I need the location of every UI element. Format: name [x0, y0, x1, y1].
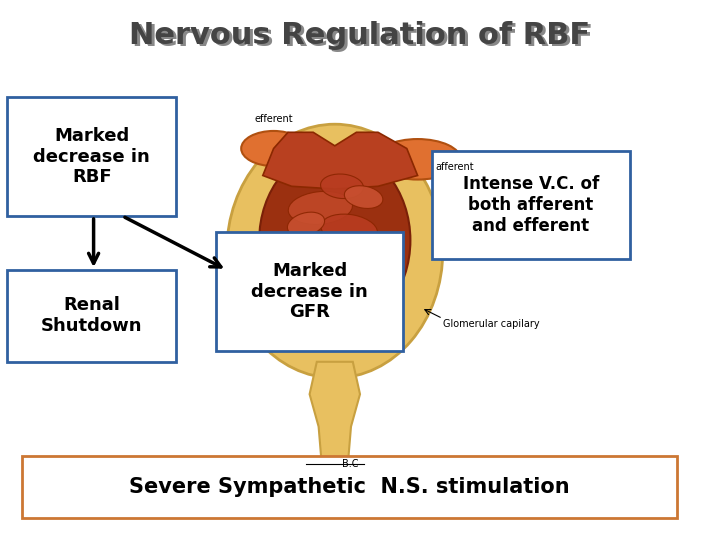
Polygon shape — [310, 362, 360, 470]
FancyBboxPatch shape — [432, 151, 630, 259]
FancyBboxPatch shape — [7, 270, 176, 362]
Text: Intense V.C. of
both afferent
and efferent: Intense V.C. of both afferent and effere… — [463, 176, 599, 235]
Ellipse shape — [297, 286, 343, 314]
Text: Severe Sympathetic  N.S. stimulation: Severe Sympathetic N.S. stimulation — [129, 477, 570, 497]
Ellipse shape — [288, 191, 353, 225]
Text: Marked
decrease in
GFR: Marked decrease in GFR — [251, 262, 368, 321]
Ellipse shape — [227, 124, 443, 378]
Text: B.C: B.C — [342, 460, 359, 469]
FancyBboxPatch shape — [216, 232, 403, 351]
Ellipse shape — [374, 139, 461, 179]
FancyBboxPatch shape — [7, 97, 176, 216]
Text: Nervous Regulation of RBF: Nervous Regulation of RBF — [132, 23, 593, 52]
Ellipse shape — [289, 241, 338, 272]
Ellipse shape — [344, 186, 383, 208]
Text: Glomerular capilary: Glomerular capilary — [443, 319, 539, 329]
Ellipse shape — [321, 214, 377, 245]
Ellipse shape — [241, 131, 306, 166]
Text: Nervous Regulation of RBF: Nervous Regulation of RBF — [130, 21, 590, 50]
Ellipse shape — [320, 174, 364, 199]
Text: Renal
Shutdown: Renal Shutdown — [41, 296, 143, 335]
Polygon shape — [263, 132, 418, 189]
Text: efferent: efferent — [254, 114, 293, 124]
Ellipse shape — [331, 265, 382, 292]
Text: afferent: afferent — [436, 163, 474, 172]
FancyBboxPatch shape — [22, 456, 677, 518]
Ellipse shape — [259, 148, 410, 332]
Ellipse shape — [287, 212, 325, 236]
Text: Marked
decrease in
RBF: Marked decrease in RBF — [33, 127, 150, 186]
